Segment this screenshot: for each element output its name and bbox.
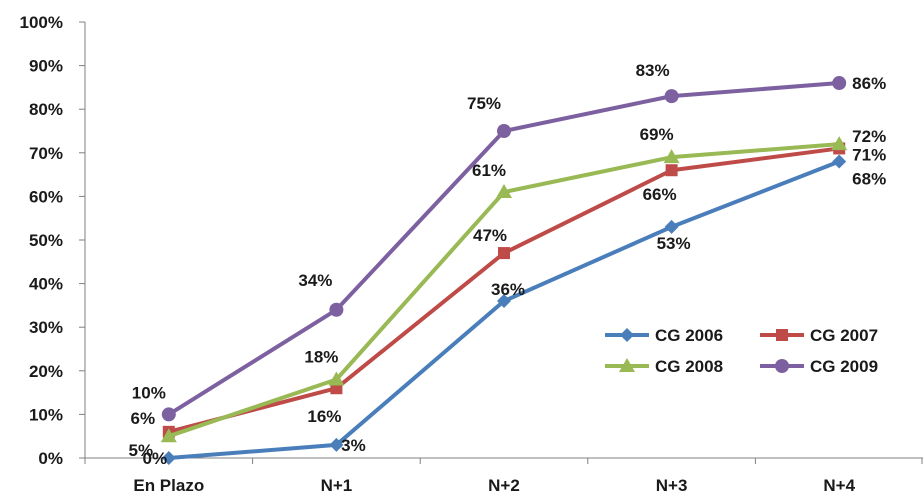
y-tick-label: 50% (29, 231, 63, 250)
legend-label: CG 2008 (655, 357, 723, 376)
data-label: 53% (657, 234, 691, 253)
legend-marker (619, 358, 635, 372)
data-point-marker (832, 154, 847, 169)
legend-label: CG 2006 (655, 326, 723, 345)
data-point-marker (329, 437, 344, 452)
series-cg-2009 (161, 76, 847, 422)
data-point-marker (664, 89, 679, 104)
data-label: 75% (467, 94, 501, 113)
y-tick-label: 90% (29, 57, 63, 76)
data-label: 83% (636, 61, 670, 80)
y-tick-label: 20% (29, 362, 63, 381)
y-axis: 0% 10% 20% 30% 40% 50% 60% 70% 80% 90% 100% (20, 13, 86, 468)
data-label: 34% (298, 271, 332, 290)
data-label: 10% (132, 383, 166, 402)
data-label: 3% (341, 436, 366, 455)
data-point-marker (160, 428, 177, 443)
series-line (168, 159, 840, 460)
legend-item: CG 2007 (760, 326, 878, 345)
x-tick-label: En Plazo (133, 476, 204, 495)
data-point-marker (831, 136, 848, 151)
data-label: 68% (852, 170, 886, 189)
legend-marker (776, 329, 788, 341)
data-point-marker (664, 219, 679, 234)
data-point-marker (497, 124, 511, 138)
legend-marker (620, 328, 634, 342)
y-tick-label: 70% (29, 144, 63, 163)
data-label: 86% (852, 74, 886, 93)
y-tick-label: 30% (29, 318, 63, 337)
y-tick-label: 0% (38, 449, 63, 468)
data-label: 5% (129, 441, 154, 460)
y-tick-label: 40% (29, 275, 63, 294)
data-point-marker (328, 371, 345, 386)
legend-label: CG 2007 (810, 326, 878, 345)
data-label: 0% (143, 449, 168, 468)
legend-item: CG 2009 (760, 357, 878, 376)
data-label: 66% (643, 185, 677, 204)
data-point-marker (329, 302, 344, 317)
data-label: 18% (304, 348, 338, 367)
data-label: 72% (852, 127, 886, 146)
y-tick-label: 60% (29, 187, 63, 206)
x-tick-label: N+2 (488, 476, 520, 495)
x-tick-label: N+3 (656, 476, 688, 495)
data-label: 69% (640, 125, 674, 144)
data-point-marker (832, 76, 847, 91)
data-label: 6% (131, 409, 156, 428)
data-point-marker (663, 149, 680, 164)
data-point-marker (161, 451, 176, 465)
data-label: 36% (491, 280, 525, 299)
legend-label: CG 2009 (810, 357, 878, 376)
data-label: 71% (852, 145, 886, 164)
x-tick-label: N+4 (823, 476, 855, 495)
y-tick-label: 80% (29, 100, 63, 119)
data-point-marker (497, 294, 511, 309)
y-tick-label: 100% (20, 13, 63, 32)
data-point-marker (498, 247, 510, 260)
series-cg-2008 (160, 136, 848, 443)
data-point-marker (161, 407, 176, 422)
data-label: 16% (307, 407, 341, 426)
data-point-marker (496, 184, 512, 199)
legend-marker (775, 359, 789, 373)
data-labels: 0% 3% 36% 53% 68% 6% 16% 47% 66% 71% 5% 18% 61% 69% 72… (129, 61, 887, 468)
legend-item: CG 2006 (605, 326, 723, 345)
series-layer (160, 76, 848, 465)
x-axis: En Plazo N+1 N+2 N+3 N+4 (84, 457, 923, 495)
data-label: 61% (472, 161, 506, 180)
legend-item: CG 2008 (605, 357, 723, 376)
series-cg-2006 (161, 154, 847, 465)
data-label: 47% (473, 226, 507, 245)
legend: CG 2006 CG 2007 CG 2008 CG 2009 (605, 326, 878, 376)
x-tick-label: N+1 (321, 476, 353, 495)
data-point-marker (665, 164, 678, 177)
y-tick-label: 10% (29, 405, 63, 424)
